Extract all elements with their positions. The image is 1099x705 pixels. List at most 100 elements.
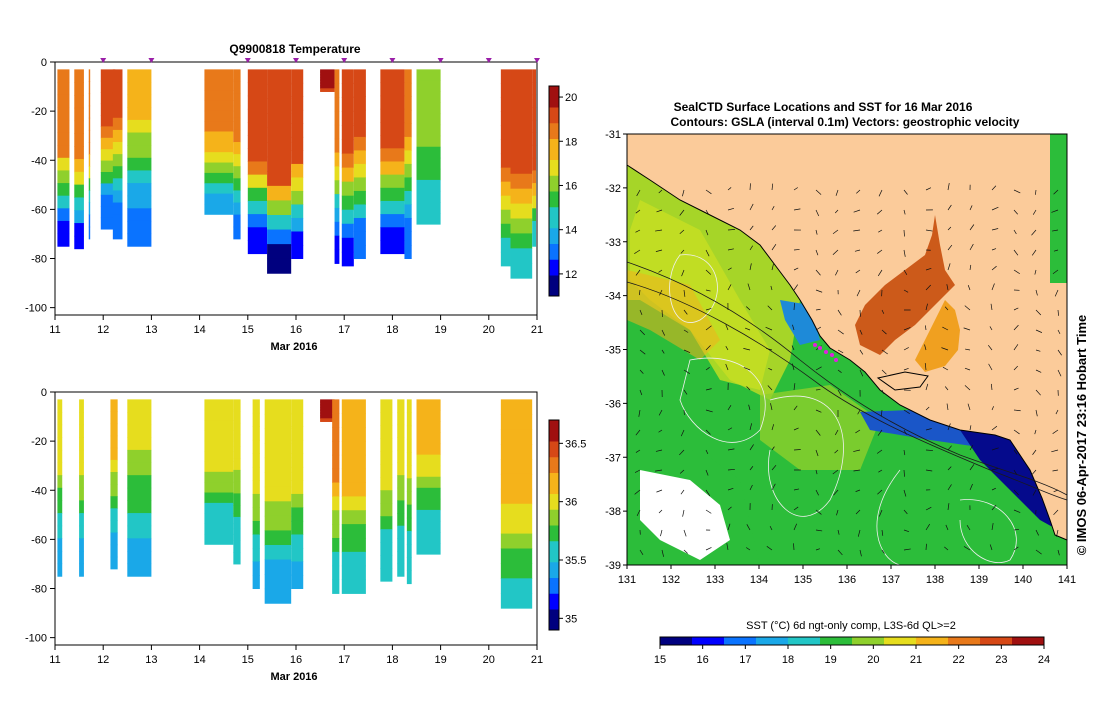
profile-cell [89,215,90,228]
profile-column [501,399,532,608]
profile-cell [113,227,123,240]
profile-cell [332,496,339,510]
profile-cell [233,203,240,216]
profile-cell [532,133,536,146]
profile-cell [204,69,233,80]
map-y-tick-label: -35 [605,345,621,357]
profile-cell [342,111,354,126]
profile-cell [233,106,240,119]
y-tick-label: -80 [31,254,47,266]
colorbar-swatch [549,254,559,260]
profile-cell [113,94,123,107]
profile-cell [253,467,260,481]
sst-colorbar-swatch [932,637,941,645]
profile-cell [265,574,292,589]
map-y-tick-label: -33 [605,237,621,249]
profile-cell [79,488,84,501]
x-tick-label: 17 [338,654,350,666]
profile-cell [204,194,233,205]
profile-cell [417,488,441,500]
profile-cell [204,524,233,535]
colorbar-swatch [549,541,559,547]
profile-cell [74,159,84,172]
profile-cell [380,555,392,568]
colorbar-swatch [549,259,559,265]
profile-cell [342,210,354,225]
colorbar-swatch [549,270,559,276]
profile-cell [265,443,292,458]
sst-colorbar-swatch [764,637,773,645]
colorbar-swatch [549,275,559,281]
colorbar-swatch [549,441,559,447]
profile-cell [110,545,117,558]
profile-cell [204,121,233,132]
profile-cell [110,436,117,449]
profile-column [335,69,340,264]
colorbar-swatch [549,467,559,473]
profile-cell [510,69,532,84]
profile-cell [233,423,240,435]
colorbar-swatch [549,217,559,223]
profile-cell [267,113,291,128]
profile-cell [253,494,260,508]
map-subtitle: Contours: GSLA (interval 0.1m) Vectors: … [671,115,1020,129]
profile-cell [417,499,441,511]
profile-cell [79,412,84,425]
profile-cell [332,441,339,455]
colorbar-swatch [549,102,559,108]
profile-cell [404,218,411,232]
profile-cell [204,493,233,504]
profile-cell [342,182,354,197]
profile-cell [342,413,366,427]
profile-cell [417,191,441,203]
profile-cell [532,107,536,120]
profile-column [354,69,366,259]
sst-colorbar-swatch [1028,637,1037,645]
colorbar-swatch [549,139,559,145]
profile-column [110,399,117,569]
profile-cell [417,444,441,456]
colorbar-swatch [549,196,559,202]
profile-cell [397,538,404,551]
colorbar-swatch [549,249,559,255]
profile-cell [233,435,240,447]
sst-colorbar-swatch [732,637,741,645]
profile-cell [532,221,536,234]
profile-cell [501,459,532,474]
profile-cell [110,411,117,424]
colorbar-swatch [549,123,559,129]
profile-cell [404,83,411,97]
profile-cell [79,463,84,476]
profile-column [380,69,404,254]
profile-cell [397,475,404,488]
profile-cell [253,561,260,575]
profile-cell [74,69,84,82]
profile-cell [57,145,69,158]
profile-column [127,399,151,576]
profile-cell [265,399,292,414]
profile-cell [291,137,303,151]
profile-cell [404,96,411,110]
colorbar-swatch [549,133,559,139]
profile-cell [265,472,292,487]
colorbar-swatch [549,593,559,599]
colorbar-swatch [549,436,559,442]
profile-cell [397,500,404,513]
profile-column [417,69,441,224]
sst-colorbar-swatch [852,637,861,645]
profile-cell [342,69,354,84]
x-tick-label: 12 [97,654,109,666]
sst-colorbar-swatch [924,637,933,645]
y-tick-label: 0 [41,57,47,69]
profile-cell [510,263,532,278]
profile-cell [127,564,151,577]
profile-column [253,399,260,589]
map-x-tick-label: 132 [662,574,680,586]
profile-cell [127,450,151,463]
profile-cell [380,135,404,149]
profile-cell [397,551,404,564]
profile-cell [57,221,69,234]
profile-cell [204,420,233,431]
profile-cell [291,83,303,97]
profile-cell [354,150,366,164]
